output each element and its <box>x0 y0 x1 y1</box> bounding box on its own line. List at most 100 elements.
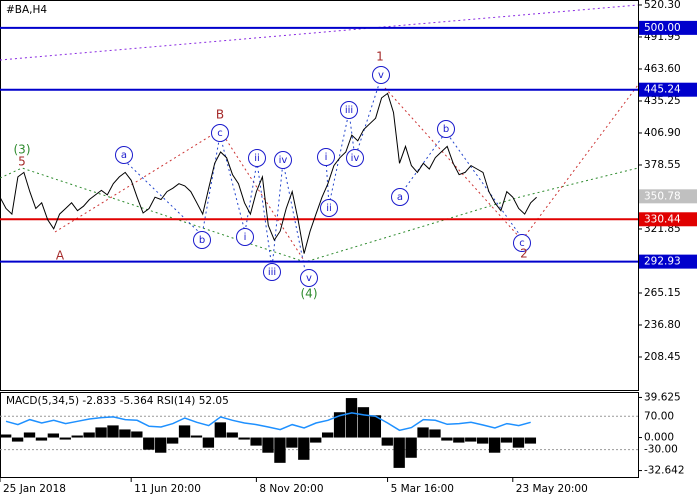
macd-bar <box>107 425 119 438</box>
macd-bar <box>250 437 262 446</box>
rsi-line <box>5 412 531 432</box>
macd-bar <box>47 433 60 438</box>
macd-bar <box>190 435 203 438</box>
macd-bar <box>310 437 322 443</box>
wave-circle <box>391 188 409 206</box>
x-tick-label: 8 Nov 20:00 <box>259 483 323 495</box>
level-label-box <box>639 20 697 35</box>
macd-bar <box>119 429 131 438</box>
level-label: 292.93 <box>644 256 681 268</box>
macd-bar <box>238 437 250 440</box>
last-price-label: 350.78 <box>644 190 681 202</box>
y-tick-label: 39.625 <box>644 391 681 403</box>
macd-bar <box>11 437 24 442</box>
level-label: 330.44 <box>644 213 681 225</box>
level-label-box <box>639 254 697 269</box>
wave-label: (3) <box>14 143 31 157</box>
y-tick-label: 463.60 <box>644 63 681 75</box>
wave-label: v <box>306 273 312 284</box>
macd-bar <box>441 437 453 441</box>
wave-label: iii <box>268 267 276 278</box>
wave-label: B <box>216 108 224 122</box>
wave-circle <box>248 149 266 167</box>
wave-label: i <box>244 232 247 243</box>
wave-label: ii <box>254 153 260 164</box>
wave-label: 5 <box>18 155 26 169</box>
level-label: 445.24 <box>644 84 681 96</box>
macd-bar <box>477 437 489 444</box>
macd-bar <box>381 437 393 446</box>
macd-bar <box>393 437 405 468</box>
level-label: 500.00 <box>644 22 681 34</box>
wave-circle <box>320 199 338 217</box>
wave-label: c <box>217 128 223 139</box>
wave-label: b <box>443 124 449 135</box>
macd-bar <box>262 437 274 453</box>
wave-circle <box>346 149 364 167</box>
macd-bar <box>226 432 238 438</box>
wave-circle <box>211 124 229 142</box>
wave-circle <box>513 234 531 252</box>
macd-bar <box>321 432 334 438</box>
rsi-tick-label: 70.00 <box>644 410 674 422</box>
wave-label: b <box>199 235 205 246</box>
rsi-tick-label: -30.00 <box>644 444 678 456</box>
y-tick-label: 208.45 <box>644 351 681 363</box>
y-tick-label: 378.55 <box>644 159 681 171</box>
macd-bar <box>71 435 83 438</box>
macd-bar <box>298 437 310 460</box>
macd-bar <box>155 437 167 453</box>
wave-line <box>0 167 639 263</box>
wave-circle <box>263 263 281 281</box>
macd-bar <box>405 437 417 458</box>
wave-circle <box>193 231 211 249</box>
macd-bar <box>429 429 441 438</box>
wave-circle <box>437 120 455 138</box>
macd-bar <box>83 432 95 438</box>
macd-bar <box>345 398 358 438</box>
wave-circle <box>115 146 133 164</box>
wave-circle <box>340 101 358 119</box>
y-tick-label: 406.90 <box>644 127 681 139</box>
price-line <box>0 92 537 254</box>
y-tick-label: 435.25 <box>644 95 681 107</box>
macd-bar <box>357 407 370 438</box>
wave-circle <box>236 228 254 246</box>
macd-bar <box>369 415 382 438</box>
macd-bar <box>143 437 155 450</box>
macd-bar <box>95 427 107 438</box>
main-panel <box>0 0 639 391</box>
last-price-box <box>639 189 697 204</box>
y-tick-label: 236.80 <box>644 319 681 331</box>
level-label-box <box>639 82 697 97</box>
wave-label: 2 <box>520 247 528 261</box>
x-tick-label: 5 Mar 16:00 <box>391 483 454 495</box>
macd-bar <box>35 437 48 441</box>
macd-bar <box>131 431 143 438</box>
wave-label: iv <box>351 153 360 164</box>
wave-circle <box>300 269 318 287</box>
wave-label: c <box>519 238 525 249</box>
macd-bar <box>465 437 477 442</box>
wave-label: iv <box>279 155 288 166</box>
wave-label: i <box>325 152 328 163</box>
macd-bar <box>274 437 286 463</box>
x-tick-label: 23 May 20:00 <box>516 483 588 495</box>
wave-circle <box>274 151 292 169</box>
macd-bar <box>524 437 537 444</box>
wave-label: 1 <box>376 50 384 64</box>
macd-bar <box>512 437 525 448</box>
level-label-box <box>639 212 697 227</box>
macd-bar <box>488 437 501 453</box>
wave-circle <box>372 66 390 84</box>
macd-bar <box>214 422 226 438</box>
wave-line <box>399 131 523 239</box>
macd-bar <box>59 437 71 440</box>
wave-label: v <box>378 70 384 81</box>
wave-label: (4) <box>301 287 318 301</box>
wave-label: ii <box>326 203 332 214</box>
wave-label: a <box>397 192 403 203</box>
y-tick-label: 265.15 <box>644 287 681 299</box>
wave-line <box>0 4 639 61</box>
